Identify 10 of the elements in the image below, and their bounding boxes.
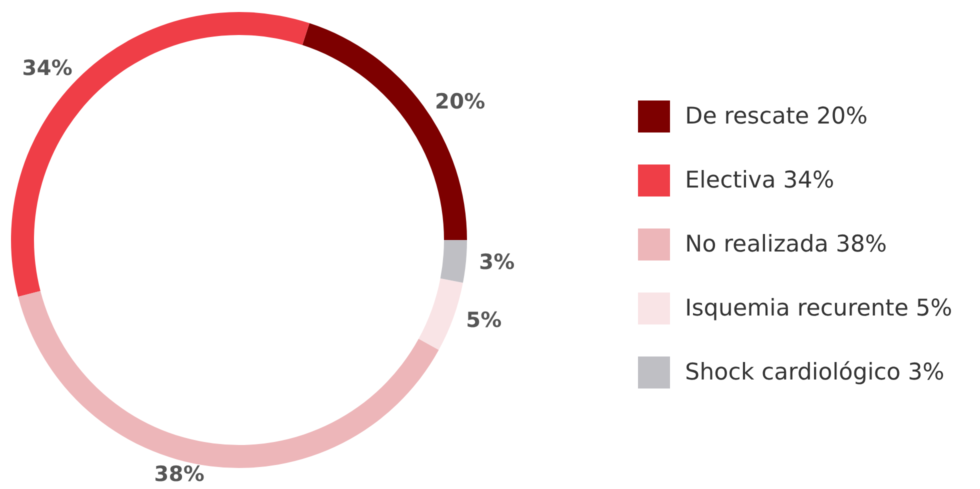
data-label: 38% [154,462,204,486]
legend-label: Electiva 34% [685,168,834,194]
data-label: 20% [434,89,486,114]
data-label: 34% [22,56,72,80]
legend-label: De rescate 20% [685,104,868,130]
data-label: 3% [478,250,515,274]
legend-label: Isquemia recurente 5% [685,296,952,322]
data-label: 5% [466,308,502,332]
legend-label: No realizada 38% [685,232,887,258]
legend-label: Shock cardiológico 3% [685,360,944,386]
